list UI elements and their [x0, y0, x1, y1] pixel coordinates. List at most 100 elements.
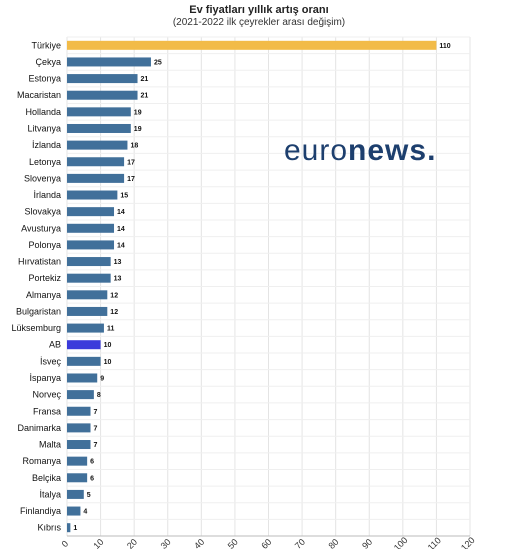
category-label: Hırvatistan	[18, 257, 61, 267]
bar	[67, 173, 125, 183]
bar	[67, 240, 115, 250]
data-label: 7	[94, 425, 98, 432]
bar	[67, 440, 91, 450]
data-label: 21	[141, 93, 149, 100]
data-label: 14	[117, 242, 125, 249]
data-label: 13	[114, 259, 122, 266]
data-label: 19	[134, 126, 142, 133]
bar	[67, 157, 125, 167]
bar	[67, 40, 437, 50]
data-label: 21	[141, 76, 149, 83]
data-label: 8	[97, 392, 101, 399]
category-label: Lüksemburg	[11, 323, 61, 333]
category-label: Kıbrıs	[37, 523, 61, 533]
category-label: Slovakya	[24, 207, 61, 217]
x-tick-label: 0	[60, 539, 71, 549]
x-tick-label: 60	[259, 537, 273, 549]
bar	[67, 190, 118, 200]
bar	[67, 340, 101, 350]
category-label: İsveç	[40, 356, 62, 366]
x-tick-label: 90	[360, 537, 374, 549]
data-label: 13	[114, 276, 122, 283]
bar	[67, 523, 71, 533]
data-label: 10	[104, 359, 112, 366]
data-label: 15	[120, 193, 128, 200]
x-tick-label: 100	[392, 535, 410, 549]
data-label: 14	[117, 209, 125, 216]
bar	[67, 406, 91, 416]
category-label: Macaristan	[17, 90, 61, 100]
bar	[67, 290, 108, 300]
x-tick-label: 10	[91, 537, 105, 549]
category-label: Çekya	[35, 57, 61, 67]
x-tick-label: 70	[293, 537, 307, 549]
data-label: 1	[73, 525, 77, 532]
bar	[67, 473, 88, 483]
category-label: Polonya	[28, 240, 61, 250]
bar	[67, 456, 88, 466]
category-label: Türkiye	[31, 40, 61, 50]
category-label: Danimarka	[17, 423, 61, 433]
chart-title: Ev fiyatları yıllık artış oranı	[189, 4, 329, 16]
bar	[67, 74, 138, 84]
data-label: 12	[110, 292, 118, 299]
bar	[67, 257, 111, 267]
category-label: Romanya	[22, 456, 61, 466]
category-label: Portekiz	[28, 273, 61, 283]
x-tick-label: 80	[326, 537, 340, 549]
data-label: 10	[104, 342, 112, 349]
bar	[67, 489, 84, 499]
x-tick-label: 50	[226, 537, 240, 549]
category-label: İrlanda	[33, 190, 61, 200]
category-label: Belçika	[32, 473, 61, 483]
bar	[67, 373, 98, 383]
bar	[67, 390, 94, 400]
data-label: 17	[127, 176, 135, 183]
category-label: Letonya	[29, 157, 61, 167]
data-label: 17	[127, 159, 135, 166]
data-label: 6	[90, 459, 94, 466]
data-label: 5	[87, 492, 91, 499]
category-label: Avusturya	[21, 223, 61, 233]
x-tick-label: 110	[426, 535, 443, 549]
category-label: Hollanda	[25, 107, 61, 117]
bar	[67, 90, 138, 100]
data-label: 110	[439, 43, 450, 50]
data-label: 19	[134, 109, 142, 116]
data-label: 4	[83, 509, 87, 516]
bar	[67, 107, 131, 117]
bar	[67, 273, 111, 283]
category-label: Fransa	[33, 406, 61, 416]
bar	[67, 57, 151, 67]
data-label: 18	[130, 143, 138, 150]
data-label: 25	[154, 59, 162, 66]
data-label: 7	[94, 442, 98, 449]
data-label: 9	[100, 375, 104, 382]
x-tick-label: 40	[192, 537, 206, 549]
bar	[67, 423, 91, 433]
data-label: 12	[110, 309, 118, 316]
category-label: Estonya	[28, 74, 61, 84]
chart-subtitle: (2021-2022 ilk çeyrekler arası değişim)	[172, 17, 346, 28]
logo-part-euro: euro	[284, 134, 349, 167]
x-tick-label: 30	[159, 537, 173, 549]
category-label: İtalya	[39, 489, 61, 499]
x-tick-label: 20	[125, 537, 139, 549]
category-label: Litvanya	[27, 123, 61, 133]
category-label: Almanya	[26, 290, 61, 300]
bar	[67, 323, 104, 333]
bar	[67, 506, 81, 516]
category-label: Bulgaristan	[16, 306, 61, 316]
logo-part-news: news.	[348, 134, 437, 167]
category-label: Malta	[39, 440, 61, 450]
category-label: İzlanda	[32, 140, 61, 150]
bar	[67, 140, 128, 150]
bar	[67, 223, 115, 233]
bar	[67, 306, 108, 316]
data-label: 7	[94, 409, 98, 416]
category-label: AB	[49, 340, 61, 350]
bar	[67, 207, 115, 217]
data-label: 6	[90, 475, 94, 482]
bar	[67, 356, 101, 366]
category-label: Slovenya	[24, 173, 61, 183]
